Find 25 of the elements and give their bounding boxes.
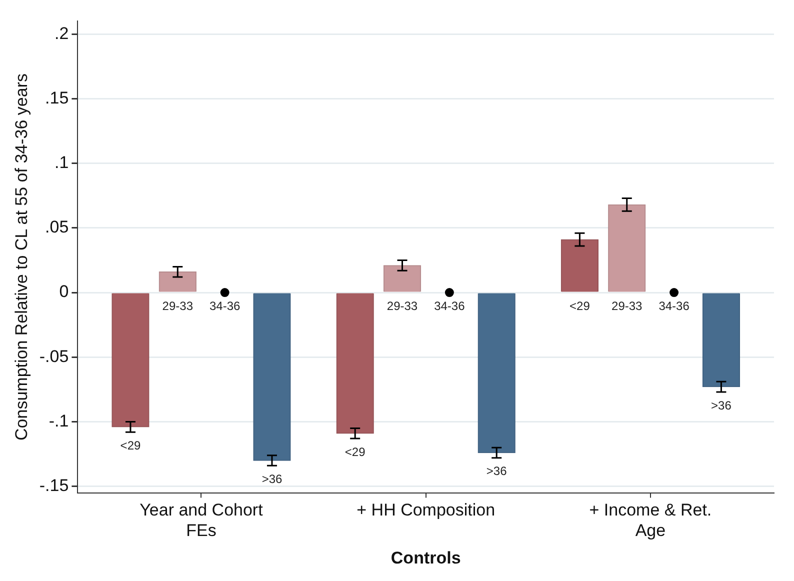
y-tick-label: -.15 <box>39 476 69 496</box>
text: <29 <box>120 438 141 452</box>
series-label: 29-33 <box>162 298 194 313</box>
y-tick-label: -.05 <box>39 346 69 366</box>
text: 29-33 <box>612 298 642 313</box>
y-tick-label: .1 <box>54 153 69 172</box>
x-tick-label: Year and Cohort FEs <box>140 500 264 540</box>
y-tick-label: .15 <box>45 88 69 108</box>
text: 34-36 <box>434 298 465 313</box>
series-label: 34-36 <box>658 298 690 313</box>
text: >36 <box>486 464 507 478</box>
x-tick-label: + Income & Ret. Age <box>589 500 712 540</box>
text: >36 <box>262 472 282 486</box>
y-axis-title: Consumption Relative to CL at 55 of 34-36 years <box>12 74 31 440</box>
series-label: >36 <box>711 398 732 412</box>
y-tick-label: -.1 <box>48 411 69 430</box>
y-tick-label: .2 <box>54 24 69 43</box>
x-axis-title: Controls <box>390 548 461 568</box>
y-tick-label: 0 <box>59 282 69 302</box>
y-tick-label: .05 <box>45 218 69 237</box>
text: <29 <box>344 444 366 459</box>
series-label: <29 <box>570 298 590 313</box>
text: 34-36 <box>209 298 240 313</box>
x-tick-label: + HH Composition <box>356 500 496 520</box>
text: 29-33 <box>386 298 418 313</box>
